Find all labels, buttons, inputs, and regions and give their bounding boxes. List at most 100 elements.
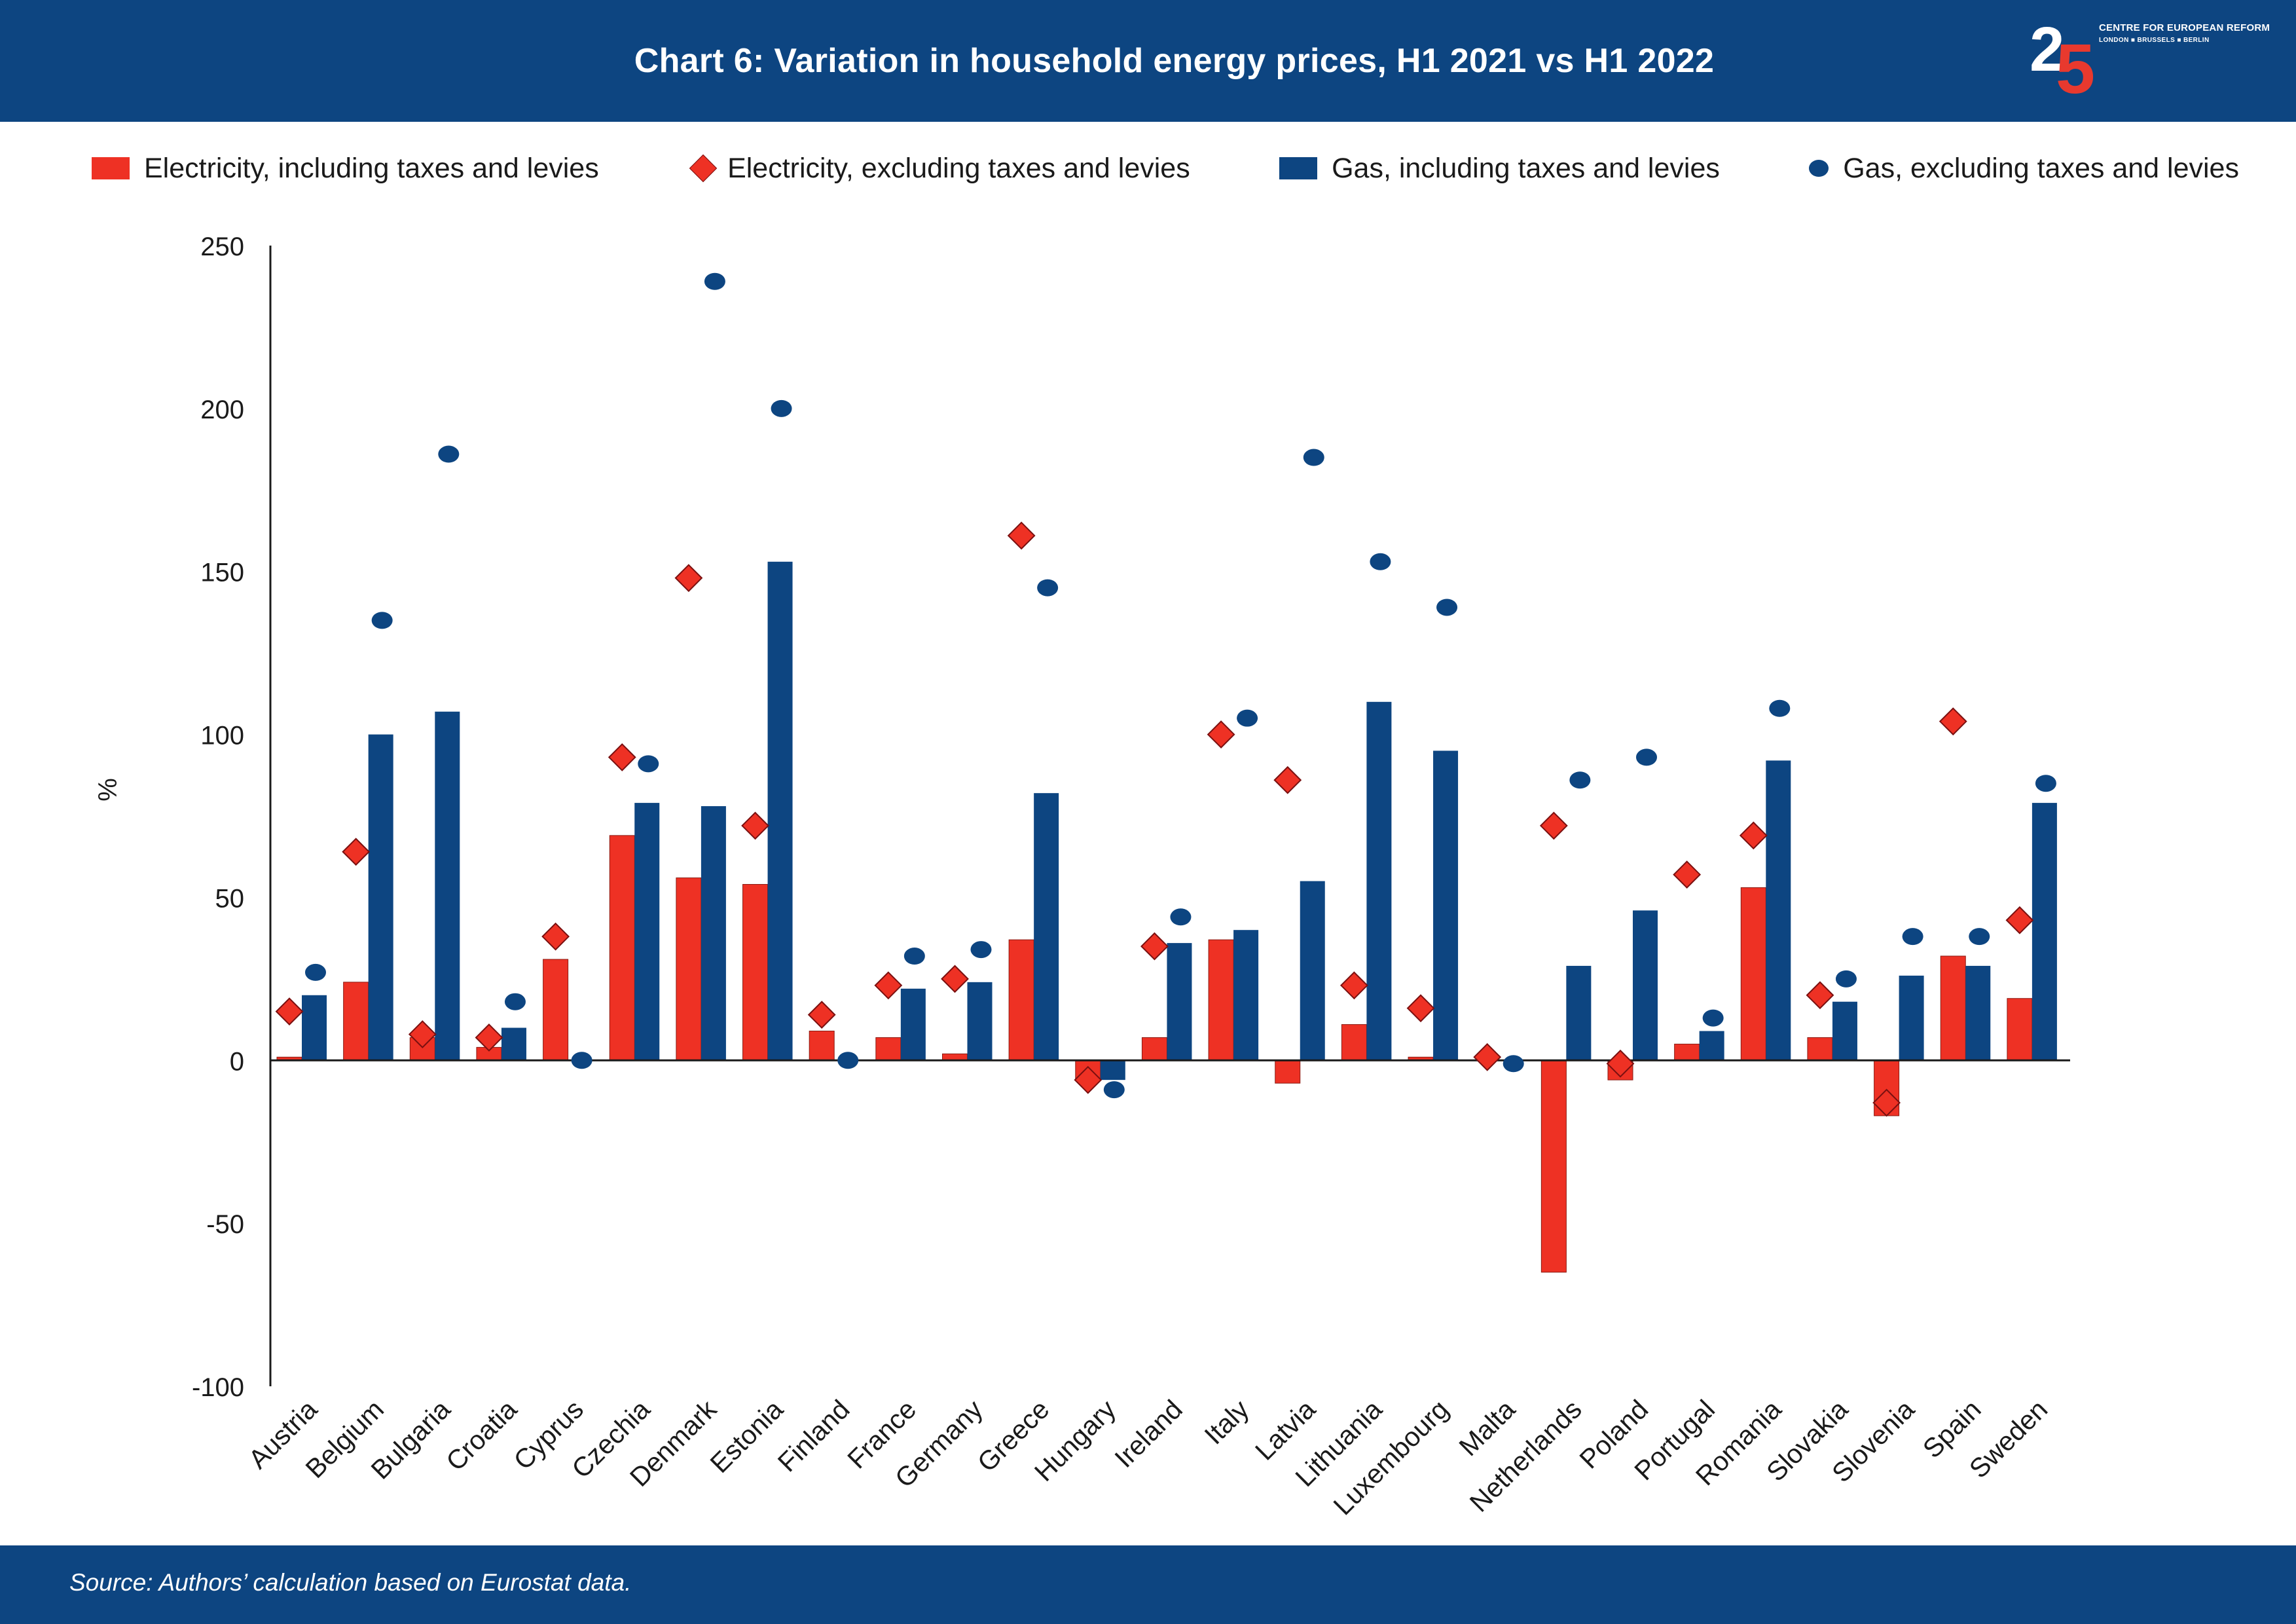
bar-electricity-incl xyxy=(1141,1037,1167,1061)
marker-electricity-excl xyxy=(2005,906,2034,934)
bar-gas-incl xyxy=(1832,1001,1857,1061)
cer-logo: 2 5 25 CENTRE FOR EUROPEAN REFORM LONDON… xyxy=(2030,14,2272,106)
bar-gas-incl xyxy=(368,734,393,1061)
marker-electricity-excl xyxy=(475,1024,503,1052)
marker-electricity-excl xyxy=(1406,994,1435,1023)
marker-gas-excl xyxy=(1835,970,1857,987)
legend-swatch-red-bar xyxy=(92,157,130,179)
marker-gas-excl xyxy=(638,755,659,773)
marker-electricity-excl xyxy=(608,743,636,771)
bar-gas-incl xyxy=(1766,760,1791,1061)
bar-gas-incl xyxy=(900,988,926,1061)
legend-label: Gas, including taxes and levies xyxy=(1332,152,1720,184)
bar-electricity-incl xyxy=(1807,1037,1833,1061)
logo-org-name: CENTRE FOR EUROPEAN REFORM xyxy=(2099,22,2270,33)
marker-electricity-excl xyxy=(1673,860,1702,889)
bar-gas-incl xyxy=(1034,793,1059,1061)
marker-gas-excl xyxy=(771,399,792,417)
bar-electricity-incl xyxy=(1940,955,1966,1061)
marker-electricity-excl xyxy=(275,997,304,1026)
bar-electricity-incl xyxy=(343,982,369,1061)
marker-electricity-excl xyxy=(941,965,969,993)
marker-gas-excl xyxy=(571,1052,592,1069)
bar-electricity-incl xyxy=(1008,939,1034,1061)
marker-gas-excl xyxy=(2035,775,2056,792)
marker-gas-excl xyxy=(371,612,393,629)
marker-gas-excl xyxy=(1103,1081,1125,1099)
logo-digit-5: 5 xyxy=(2056,29,2095,106)
marker-electricity-excl xyxy=(1539,811,1568,840)
marker-gas-excl xyxy=(1436,599,1458,616)
bar-electricity-incl xyxy=(1275,1060,1301,1084)
y-tick-label: 50 xyxy=(215,884,245,913)
chart-header: Chart 6: Variation in household energy p… xyxy=(0,0,2296,122)
source-note: Source: Authors’ calculation based on Eu… xyxy=(69,1569,632,1596)
bar-electricity-incl xyxy=(742,884,769,1061)
x-tick-label: Italy xyxy=(1199,1393,1255,1450)
marker-gas-excl xyxy=(1237,709,1258,727)
marker-gas-excl xyxy=(1569,771,1591,789)
y-tick-label: 100 xyxy=(200,722,244,750)
bar-gas-incl xyxy=(701,806,726,1061)
bar-gas-incl xyxy=(302,995,327,1061)
logo-digit-2: 2 xyxy=(2030,14,2064,84)
legend-item-electricity-incl: Electricity, including taxes and levies xyxy=(92,153,599,185)
marker-gas-excl xyxy=(438,445,460,463)
x-tick-label: Finland xyxy=(772,1394,856,1478)
marker-electricity-excl xyxy=(342,838,371,866)
marker-electricity-excl xyxy=(1606,1049,1635,1078)
marker-gas-excl xyxy=(305,963,326,981)
marker-electricity-excl xyxy=(1339,971,1368,1000)
x-tick-label: Croatia xyxy=(440,1394,522,1477)
bar-gas-incl xyxy=(1167,943,1192,1061)
bar-gas-incl xyxy=(1100,1060,1125,1080)
legend-item-gas-excl: Gas, excluding taxes and levies xyxy=(1809,153,2239,185)
legend-swatch-blue-circle xyxy=(1809,160,1829,177)
bar-electricity-incl xyxy=(676,877,702,1061)
marker-electricity-excl xyxy=(674,564,703,593)
marker-electricity-excl xyxy=(1872,1088,1901,1117)
bar-electricity-incl xyxy=(1540,1060,1567,1273)
bar-gas-incl xyxy=(634,803,660,1061)
y-tick-label: 0 xyxy=(230,1047,244,1076)
bar-electricity-incl xyxy=(1674,1043,1700,1061)
bar-gas-incl xyxy=(501,1027,526,1061)
chart-plot-area: 250 200 150 100 50 0 -50 -100% Austria Belgium Bul… xyxy=(0,196,2296,1539)
marker-gas-excl xyxy=(1969,928,1990,946)
chart-footer: Source: Authors’ calculation based on Eu… xyxy=(0,1545,2296,1624)
bar-gas-incl xyxy=(1366,701,1392,1061)
marker-electricity-excl xyxy=(741,811,769,840)
legend-swatch-red-diamond xyxy=(689,154,718,183)
bar-gas-incl xyxy=(1699,1031,1724,1061)
marker-electricity-excl xyxy=(807,1001,836,1029)
marker-electricity-excl xyxy=(1273,766,1302,794)
legend-swatch-blue-bar xyxy=(1279,157,1318,179)
bar-electricity-incl xyxy=(609,835,635,1061)
bar-gas-incl xyxy=(1899,975,1924,1061)
chart-legend: Electricity, including taxes and levies … xyxy=(92,145,2239,191)
legend-label: Electricity, including taxes and levies xyxy=(144,152,599,184)
marker-electricity-excl xyxy=(1473,1043,1502,1071)
bar-gas-incl xyxy=(967,982,993,1061)
y-tick-label: 250 xyxy=(200,232,244,261)
marker-electricity-excl xyxy=(1806,981,1834,1010)
bar-chart: 250200150100500-50-100%AustriaBelgiumBul… xyxy=(94,232,2070,1521)
marker-gas-excl xyxy=(903,948,925,965)
marker-electricity-excl xyxy=(874,971,903,1000)
bar-gas-incl xyxy=(1566,965,1592,1061)
marker-electricity-excl xyxy=(1739,821,1768,850)
bar-gas-incl xyxy=(1433,750,1459,1061)
x-tick-label: Ireland xyxy=(1109,1394,1188,1473)
marker-electricity-excl xyxy=(541,922,570,951)
bar-gas-incl xyxy=(1965,965,1991,1061)
marker-gas-excl xyxy=(1303,449,1324,466)
logo-25-mark: 2 5 25 xyxy=(2030,14,2095,106)
marker-gas-excl xyxy=(1769,699,1791,717)
marker-electricity-excl xyxy=(1007,521,1036,550)
marker-gas-excl xyxy=(1370,553,1391,570)
legend-label: Gas, excluding taxes and levies xyxy=(1843,152,2239,184)
bar-electricity-incl xyxy=(1341,1024,1367,1061)
y-axis-label: % xyxy=(94,778,122,802)
bar-gas-incl xyxy=(1300,881,1325,1061)
marker-gas-excl xyxy=(1503,1055,1524,1073)
